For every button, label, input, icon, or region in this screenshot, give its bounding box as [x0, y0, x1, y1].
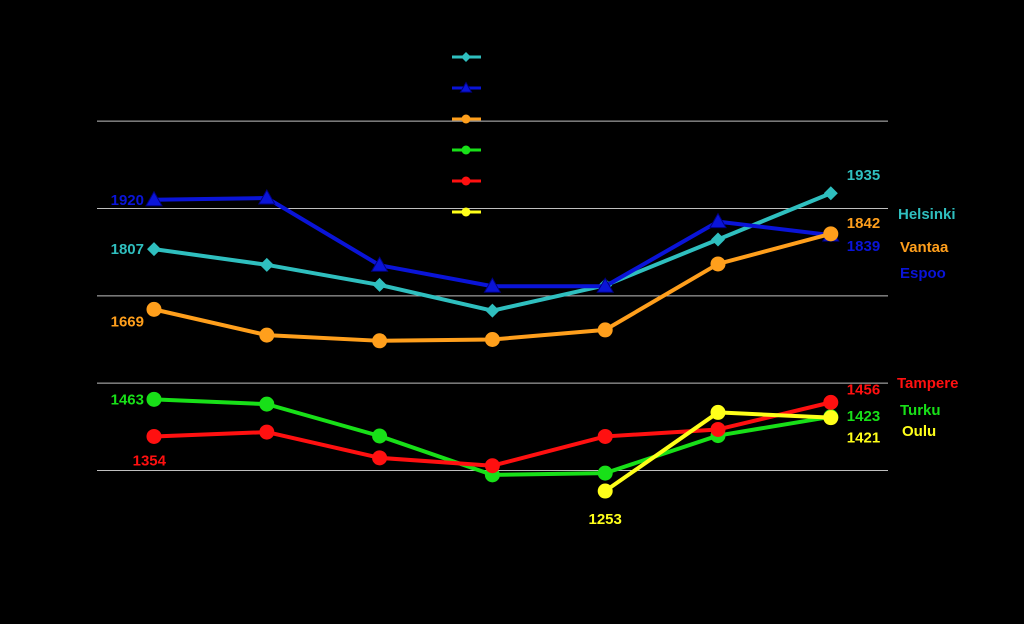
- series-line-helsinki: [153, 191, 832, 313]
- legend-marker-oulu: [461, 207, 471, 217]
- point-espoo-1: [257, 189, 276, 205]
- gridlines: [97, 120, 888, 471]
- series-vantaa: [146, 226, 839, 349]
- legend-marker-tampere: [461, 176, 471, 186]
- point-turku-0: [146, 391, 162, 407]
- legend-item-tampere: [452, 176, 481, 186]
- point-oulu-5: [710, 404, 726, 420]
- series-label-espoo: Espoo: [900, 265, 946, 282]
- point-vantaa-0: [146, 301, 162, 317]
- legend-item-vantaa: [452, 114, 481, 124]
- point-vantaa-5: [710, 256, 726, 272]
- data-label-oulu-4: 1253: [589, 511, 622, 528]
- series-tampere: [146, 394, 839, 474]
- point-turku-2: [372, 428, 388, 444]
- data-label-tampere-0: 1354: [133, 452, 167, 469]
- point-helsinki-6: [823, 186, 838, 201]
- legend-item-oulu: [452, 207, 481, 217]
- point-turku-4: [597, 465, 613, 481]
- point-oulu-6: [823, 410, 839, 426]
- legend-item-helsinki: [452, 52, 481, 62]
- point-helsinki-2: [372, 277, 387, 292]
- series-label-turku: Turku: [900, 402, 941, 419]
- data-label-helsinki-6: 1935: [847, 167, 880, 184]
- series-label-oulu: Oulu: [902, 423, 936, 440]
- series-line-espoo: [153, 196, 832, 289]
- point-helsinki-1: [259, 257, 274, 272]
- data-labels: 1920 1807 1669 1463 1354 1253 1935 1842 1839 1456…: [111, 167, 881, 528]
- point-espoo-4: [596, 277, 615, 293]
- series-lines: [145, 186, 840, 499]
- point-espoo-2: [370, 256, 389, 272]
- point-helsinki-0: [147, 242, 161, 257]
- point-tampere-3: [484, 458, 500, 474]
- data-label-vantaa-0: 1669: [111, 313, 144, 330]
- point-vantaa-3: [484, 332, 500, 347]
- point-tampere-6: [823, 394, 839, 410]
- legend-marker-vantaa: [461, 114, 471, 124]
- point-turku-1: [259, 396, 275, 412]
- legend-item-espoo: [452, 81, 481, 93]
- series-label-helsinki: Helsinki: [898, 206, 956, 223]
- data-label-tampere-6: 1456: [847, 381, 880, 398]
- legend: [452, 52, 481, 217]
- point-vantaa-6: [823, 226, 839, 242]
- point-oulu-4: [597, 483, 613, 499]
- point-vantaa-1: [259, 327, 275, 343]
- point-tampere-0: [146, 428, 162, 444]
- series-oulu: [597, 404, 839, 499]
- data-label-turku-0: 1463: [111, 391, 144, 408]
- series-helsinki: [147, 186, 838, 318]
- legend-marker-espoo: [459, 81, 473, 93]
- legend-marker-turku: [461, 145, 471, 155]
- legend-marker-helsinki: [461, 52, 471, 62]
- series-end-labels: Helsinki Espoo Vantaa Turku Tampere Oulu: [897, 206, 958, 440]
- point-tampere-5: [710, 421, 726, 437]
- legend-item-turku: [452, 145, 481, 155]
- point-espoo-5: [709, 212, 727, 229]
- data-label-turku-6: 1423: [847, 408, 880, 425]
- point-espoo-3: [483, 277, 502, 293]
- data-label-oulu-6: 1421: [847, 430, 880, 447]
- data-label-espoo-6: 1839: [847, 238, 880, 255]
- point-vantaa-2: [372, 333, 388, 349]
- series-espoo: [145, 189, 840, 293]
- point-espoo-0: [145, 190, 163, 207]
- series-label-tampere: Tampere: [897, 375, 958, 392]
- point-helsinki-3: [485, 303, 500, 318]
- series-label-vantaa: Vantaa: [900, 239, 949, 256]
- point-tampere-4: [597, 428, 613, 444]
- point-tampere-1: [259, 424, 275, 440]
- point-vantaa-4: [597, 322, 613, 338]
- point-tampere-2: [372, 450, 388, 466]
- data-label-vantaa-6: 1842: [847, 215, 880, 232]
- data-label-helsinki-0: 1807: [111, 241, 144, 258]
- point-helsinki-5: [711, 232, 725, 247]
- data-label-espoo-0: 1920: [111, 192, 144, 209]
